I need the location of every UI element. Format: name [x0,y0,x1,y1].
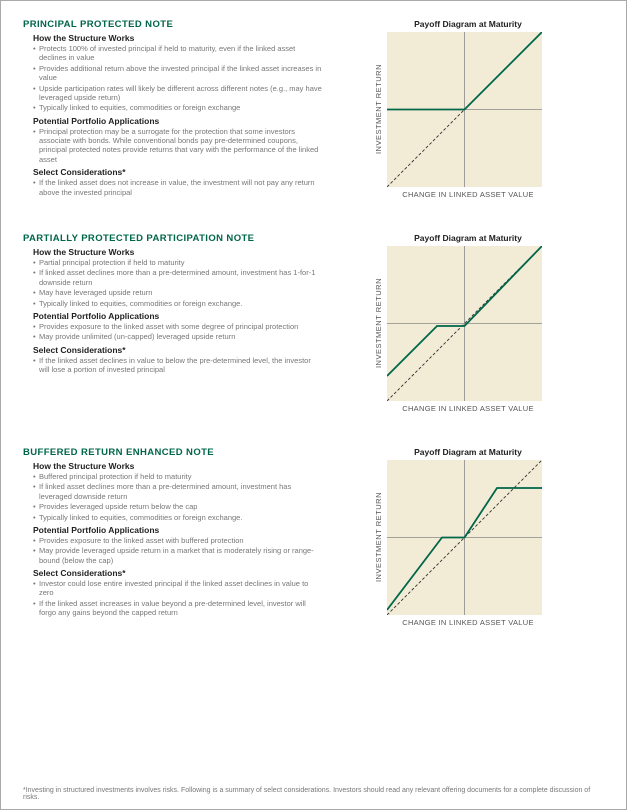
list-item: Provides exposure to the linked asset wi… [33,536,323,545]
section-title: PARTIALLY PROTECTED PARTICIPATION NOTE [23,233,323,244]
section-title: PRINCIPAL PROTECTED NOTE [23,19,323,30]
list-item: If the linked asset does not increase in… [33,178,323,197]
list-item: May have leveraged upside return [33,288,323,297]
chart-xlabel: CHANGE IN LINKED ASSET VALUE [382,404,534,413]
payoff-chart [387,460,542,615]
chart-column: Payoff Diagram at Maturity INVESTMENT RE… [333,447,583,627]
note-section: PRINCIPAL PROTECTED NOTE How the Structu… [23,19,604,199]
app-heading: Potential Portfolio Applications [33,525,323,535]
list-item: If linked asset declines more than a pre… [33,268,323,287]
text-column: BUFFERED RETURN ENHANCED NOTE How the St… [23,447,333,627]
payoff-chart [387,32,542,187]
chart-wrap: Payoff Diagram at Maturity INVESTMENT RE… [333,447,583,627]
note-section: PARTIALLY PROTECTED PARTICIPATION NOTE H… [23,233,604,413]
text-column: PARTIALLY PROTECTED PARTICIPATION NOTE H… [23,233,333,413]
list-item: Provides leveraged upside return below t… [33,502,323,511]
note-section: BUFFERED RETURN ENHANCED NOTE How the St… [23,447,604,627]
chart-title: Payoff Diagram at Maturity [394,233,522,243]
text-column: PRINCIPAL PROTECTED NOTE How the Structu… [23,19,333,199]
chart-wrap: Payoff Diagram at Maturity INVESTMENT RE… [333,19,583,199]
chart-title: Payoff Diagram at Maturity [394,19,522,29]
chart-title: Payoff Diagram at Maturity [394,447,522,457]
sel-heading: Select Considerations* [33,568,323,578]
list-item: May provide unlimited (un-capped) levera… [33,332,323,341]
list-item: Principal protection may be a surrogate … [33,127,323,165]
list-item: Investor could lose entire invested prin… [33,579,323,598]
chart-wrap: Payoff Diagram at Maturity INVESTMENT RE… [333,233,583,413]
sel-list: If the linked asset does not increase in… [23,178,323,197]
how-list: Protects 100% of invested principal if h… [23,44,323,113]
app-list: Provides exposure to the linked asset wi… [23,322,323,342]
list-item: Upside participation rates will likely b… [33,84,323,103]
chart-column: Payoff Diagram at Maturity INVESTMENT RE… [333,19,583,199]
sel-list: If the linked asset declines in value to… [23,356,323,375]
how-list: Buffered principal protection if held to… [23,472,323,522]
list-item: Typically linked to equities, commoditie… [33,103,323,112]
sel-list: Investor could lose entire invested prin… [23,579,323,618]
list-item: Partial principal protection if held to … [33,258,323,267]
app-list: Principal protection may be a surrogate … [23,127,323,165]
list-item: Protects 100% of invested principal if h… [33,44,323,63]
payoff-chart [387,246,542,401]
sel-heading: Select Considerations* [33,167,323,177]
list-item: If linked asset declines more than a pre… [33,482,323,501]
app-heading: Potential Portfolio Applications [33,116,323,126]
chart-ylabel: INVESTMENT RETURN [374,278,383,368]
how-list: Partial principal protection if held to … [23,258,323,308]
list-item: Typically linked to equities, commoditie… [33,513,323,522]
how-heading: How the Structure Works [33,461,323,471]
chart-ylabel: INVESTMENT RETURN [374,64,383,154]
how-heading: How the Structure Works [33,33,323,43]
chart-ylabel: INVESTMENT RETURN [374,492,383,582]
how-heading: How the Structure Works [33,247,323,257]
list-item: Provides additional return above the inv… [33,64,323,83]
list-item: May provide leveraged upside return in a… [33,546,323,565]
section-title: BUFFERED RETURN ENHANCED NOTE [23,447,323,458]
app-list: Provides exposure to the linked asset wi… [23,536,323,565]
list-item: Buffered principal protection if held to… [33,472,323,481]
sel-heading: Select Considerations* [33,345,323,355]
list-item: Typically linked to equities, commoditie… [33,299,323,308]
app-heading: Potential Portfolio Applications [33,311,323,321]
chart-xlabel: CHANGE IN LINKED ASSET VALUE [382,618,534,627]
list-item: If the linked asset increases in value b… [33,599,323,618]
chart-xlabel: CHANGE IN LINKED ASSET VALUE [382,190,534,199]
list-item: If the linked asset declines in value to… [33,356,323,375]
footnote: *Investing in structured investments inv… [23,787,604,801]
list-item: Provides exposure to the linked asset wi… [33,322,323,331]
chart-column: Payoff Diagram at Maturity INVESTMENT RE… [333,233,583,413]
